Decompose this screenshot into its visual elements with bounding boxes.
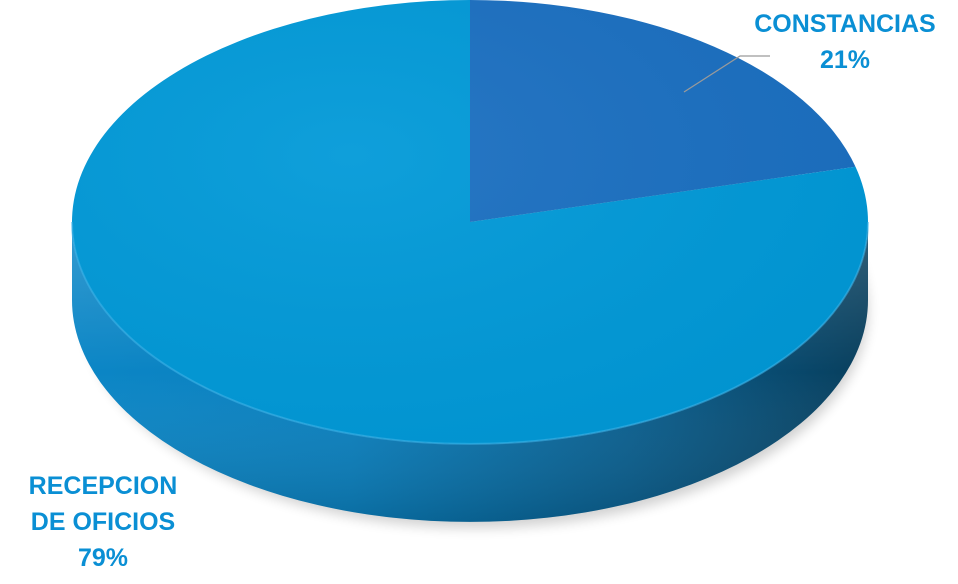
slice-percent-label: 79% bbox=[78, 544, 128, 572]
slice-percent-label: 21% bbox=[820, 46, 870, 74]
pie-top-sheen bbox=[72, 0, 868, 444]
slice-category-label: CONSTANCIAS bbox=[754, 10, 935, 38]
pie-rim-highlight bbox=[71, 221, 869, 445]
slice-category-label: DE OFICIOS bbox=[31, 508, 175, 536]
leader-line-1 bbox=[683, 55, 770, 93]
pie-group bbox=[71, 0, 869, 528]
slice-category-label: RECEPCION bbox=[29, 472, 178, 500]
slice-label-2: RECEPCION DE OFICIOS 79% bbox=[29, 472, 178, 572]
pie-side-shade bbox=[72, 222, 868, 522]
label-group: CONSTANCIAS 21% RECEPCION DE OFICIOS 79% bbox=[29, 10, 936, 572]
slice-label-1: CONSTANCIAS 21% bbox=[754, 10, 935, 74]
